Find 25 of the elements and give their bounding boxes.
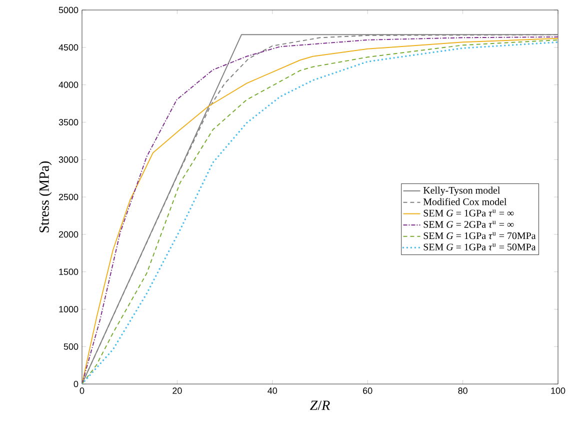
y-tick-label: 3500	[58, 119, 78, 126]
y-tick-label: 4000	[58, 82, 78, 88]
y-tick-label: 500	[64, 343, 78, 350]
x-tick-label: 100	[551, 388, 566, 394]
y-tick-label: 4500	[58, 44, 78, 51]
legend-label: Kelly-Tyson model	[423, 186, 500, 196]
y-axis-title: Stress (MPa)	[39, 161, 52, 232]
x-tick-label: 40	[268, 388, 278, 394]
y-tick-label: 1500	[59, 268, 78, 275]
y-tick-label: 5000	[58, 6, 78, 14]
y-tick-label: 0	[74, 380, 78, 388]
x-axis-title: Z/R	[310, 400, 330, 410]
x-tick-label: 60	[363, 388, 372, 394]
y-tick-label: 2000	[58, 231, 78, 238]
x-tick-label: 20	[172, 388, 182, 394]
x-tick-label: 0	[80, 388, 84, 394]
x-tick-label: 80	[458, 388, 468, 394]
legend-label: SEM G = 1GPa τ$^{u}$ = ∞	[424, 210, 514, 216]
y-tick-label: 2500	[58, 194, 78, 200]
y-tick-label: 1000	[59, 306, 78, 312]
legend-label: SEM G = 2GPa τ$^{u}$ = ∞	[424, 220, 514, 228]
legend-label: Modified Cox model	[423, 198, 507, 206]
y-tick-label: 3000	[58, 156, 78, 163]
legend-label: SEM G = 1GPa τ$^{u}$ = 50MPa	[424, 243, 536, 250]
legend-label: SEM G = 1GPa τ$^{u}$ = 70MPa	[424, 232, 536, 240]
